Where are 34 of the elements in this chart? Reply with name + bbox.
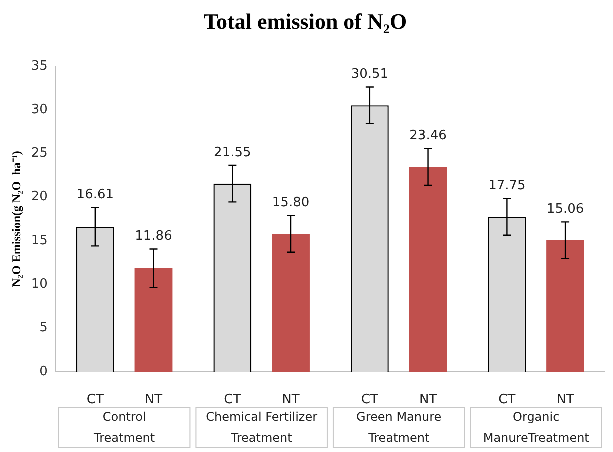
bar xyxy=(272,234,310,372)
x-tick-label: Chemical Fertilizer Treatment xyxy=(206,410,318,446)
bar xyxy=(546,240,584,372)
bar xyxy=(409,167,448,372)
y-tick-label: 15 xyxy=(31,233,48,248)
series-label: NT xyxy=(144,392,163,408)
y-tick-label: 25 xyxy=(31,146,48,162)
text: NT xyxy=(556,392,574,408)
y-tick-label: 20 xyxy=(31,190,48,205)
data-label: 17.75 xyxy=(488,178,526,194)
y-tick-label: 30 xyxy=(31,102,48,118)
text: NT xyxy=(282,392,300,408)
text: CT xyxy=(498,392,516,408)
y-axis-title: N₂O Emission(g N₂O ha⁻¹) xyxy=(9,151,24,288)
data-label: 16.61 xyxy=(76,188,114,203)
series-label: CT xyxy=(86,392,104,408)
chart-title: Total emission of N₂O xyxy=(204,8,408,34)
data-label: 30.51 xyxy=(351,67,389,82)
data-label: 21.55 xyxy=(214,145,252,160)
data-label: 15.80 xyxy=(272,196,310,211)
data-label: 11.86 xyxy=(135,229,172,244)
text: CT xyxy=(361,392,378,408)
x-tick-label: Control Treatment xyxy=(93,410,156,446)
text: CT xyxy=(224,392,242,408)
y-tick-label: 10 xyxy=(31,277,48,292)
y-tick-label: 35 xyxy=(31,58,48,74)
y-tick-label: 0 xyxy=(40,364,48,380)
text: NT xyxy=(419,392,438,408)
bar xyxy=(134,268,173,372)
x-tick-label: Organic ManureTreatment xyxy=(483,410,590,446)
x-tick-label: Green Manure Treatment xyxy=(356,410,442,446)
data-label: 15.06 xyxy=(546,202,584,218)
data-label: 23.46 xyxy=(410,128,447,144)
y-tick-label: 5 xyxy=(40,320,48,336)
